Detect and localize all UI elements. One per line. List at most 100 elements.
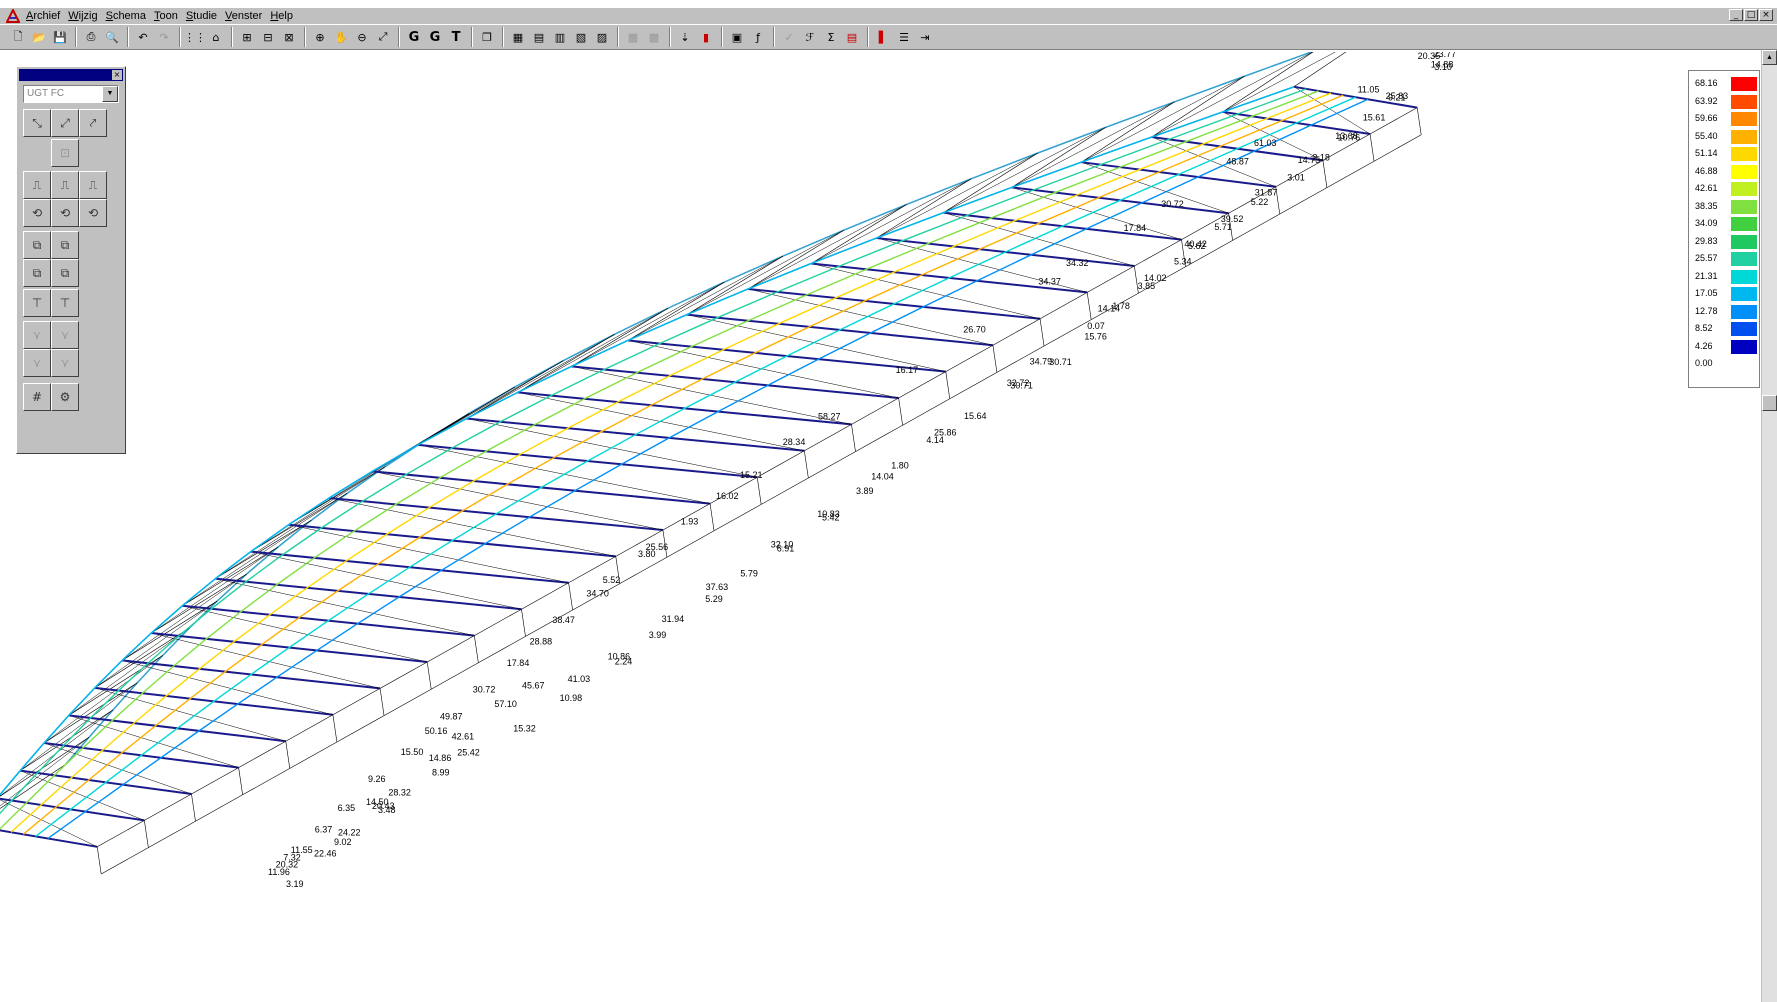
frame-rafter [811,204,907,264]
check-1-icon[interactable]: ⋎ [23,321,51,349]
loads-icon[interactable]: ⇣ [680,30,690,44]
result-value-label: 15.50 [401,747,424,757]
result-value-label: 26.70 [963,324,986,334]
menu-studie[interactable]: Studie [185,10,218,22]
export-icon[interactable]: ⇥ [920,30,930,44]
deform-all-icon[interactable]: ⊡ [51,139,79,167]
save-icon[interactable]: 💾 [53,30,67,44]
section-1-icon[interactable]: ▩ [627,30,639,44]
check-3-icon[interactable]: ⋎ [23,349,51,377]
toolbar-separator [75,27,77,47]
check-2-icon[interactable]: ⋎ [51,321,79,349]
values-display-icon[interactable]: # [23,383,51,411]
layers-icon[interactable]: ❐ [482,30,492,44]
stress-2-icon[interactable]: ⧉ [51,231,79,259]
report-icon[interactable]: ▤ [846,30,858,44]
legend-swatch [1731,112,1757,126]
deform-x-icon[interactable]: ⤡ [23,109,51,137]
frame-rafter [686,255,784,315]
chevron-down-icon[interactable]: ▼ [102,86,118,102]
structure-3d-viewport[interactable]: 3.19 9.02 3.48 8.99 15.32 10.98 2.24 3.99 5.29 5.… [0,52,1760,1002]
result-type-select[interactable]: UGT FC ▼ [23,85,119,103]
moment-mz-icon[interactable]: ⟲ [79,199,107,227]
grid-icon[interactable]: ⋮⋮ [184,30,206,44]
result-value-label: 25.86 [934,428,957,438]
undo-icon[interactable]: ↶ [138,30,148,44]
check-4-icon[interactable]: ⋎ [51,349,79,377]
stress-3-icon[interactable]: ⧉ [23,259,51,287]
result-value-label: 14.02 [1144,273,1167,283]
frame-brace [747,204,907,290]
minimize-button[interactable]: _ [1729,9,1743,21]
settings-icon[interactable]: ⚙ [51,383,79,411]
toolbar-g-button[interactable]: G [408,29,420,45]
frame-base-chord [379,661,428,689]
frame-brace [20,682,138,771]
moment-mx-icon[interactable]: ⟲ [23,199,51,227]
force-n-icon[interactable]: ⎍ [23,171,51,199]
scrollbar-thumb[interactable] [1762,395,1777,411]
force-vz-icon[interactable]: ⎍ [79,171,107,199]
pan-hand-icon[interactable]: ✋ [334,30,348,44]
print-preview-icon[interactable]: 🔍 [105,30,119,44]
legend-row: 0.00 [1693,357,1759,371]
zoom-extents-icon[interactable]: ⤢ [378,30,388,43]
result-value-label: 28.88 [530,636,553,646]
open-folder-icon[interactable]: 📂 [32,30,46,44]
result-value-label: 10.83 [817,509,840,519]
zoom-out-icon[interactable]: ⊖ [357,30,367,44]
menu-archief[interactable]: Archief [26,10,61,22]
redo-icon[interactable]: ↷ [159,30,169,44]
restore-button[interactable]: □ [1744,9,1758,21]
scroll-up-icon[interactable]: ▲ [1762,50,1777,65]
fbs-icon[interactable]: ℱ [805,30,815,44]
frame-view-2-icon[interactable]: ⊟ [263,30,273,44]
frame-base-chord [1369,107,1418,135]
chart-icon[interactable]: ▌ [878,30,888,44]
result-value-label: 14.50 [366,797,389,807]
menu-help[interactable]: Help [270,10,293,22]
result-value-label: 50.16 [425,726,448,736]
support-1-icon[interactable]: ⊤ [23,289,51,317]
frame-brace [182,605,428,663]
view-front-icon[interactable]: ▦ [512,30,524,44]
vertical-scrollbar[interactable]: ▲ [1761,50,1777,1002]
formula-icon[interactable]: ƒ [756,30,760,44]
force-vy-icon[interactable]: ⎍ [51,171,79,199]
stress-1-icon[interactable]: ⧉ [23,231,51,259]
print-icon[interactable]: ⎙ [86,30,96,43]
palette-close-icon[interactable]: × [112,70,122,80]
frame-view-3-icon[interactable]: ⊠ [284,30,294,44]
deform-z-icon[interactable]: ⤤ [79,109,107,137]
close-button[interactable]: × [1759,9,1773,21]
app-logo-icon[interactable] [6,9,20,23]
design-icon[interactable]: Σ [827,30,835,44]
toolbar-t-button[interactable]: T [451,29,461,45]
menu-toon[interactable]: Toon [153,10,178,22]
list-icon[interactable]: ☰ [899,30,909,44]
results-color-icon[interactable]: ▮ [702,30,710,44]
menu-venster[interactable]: Venster [225,10,263,22]
support-2-icon[interactable]: ⊤ [51,289,79,317]
stress-4-icon[interactable]: ⧉ [51,259,79,287]
frame-rafter [151,573,247,634]
menu-schema[interactable]: Schema [105,10,146,22]
view-iso-icon[interactable]: ▧ [575,30,587,44]
check-icon[interactable]: ✓ [784,30,794,44]
menu-wijzig[interactable]: Wijzig [68,10,98,22]
view-3d-icon[interactable]: ▨ [596,30,608,44]
frame-brace [94,600,218,689]
calculator-icon[interactable]: ▣ [731,30,743,44]
structure-icon[interactable]: ⌂ [212,30,220,44]
zoom-in-icon[interactable]: ⊕ [315,30,325,44]
view-top-icon[interactable]: ▤ [533,30,545,44]
section-2-icon[interactable]: ▩ [648,30,660,44]
moment-my-icon[interactable]: ⟲ [51,199,79,227]
new-file-icon[interactable]: 🗋 [13,29,23,43]
toolbar-g2-button[interactable]: G [429,29,441,45]
deform-y-icon[interactable]: ⤢ [51,109,79,137]
result-value-label: 1.78 [1112,301,1130,311]
view-side-icon[interactable]: ▥ [554,30,566,44]
palette-title-bar[interactable]: × [19,69,123,81]
frame-view-1-icon[interactable]: ⊞ [242,30,252,44]
